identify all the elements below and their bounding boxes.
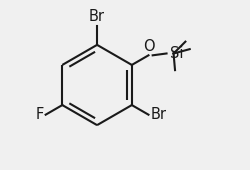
- Text: Br: Br: [89, 9, 105, 24]
- Text: O: O: [142, 39, 154, 54]
- Text: Br: Br: [150, 107, 166, 122]
- Text: F: F: [36, 107, 44, 122]
- Text: Si: Si: [170, 46, 183, 61]
